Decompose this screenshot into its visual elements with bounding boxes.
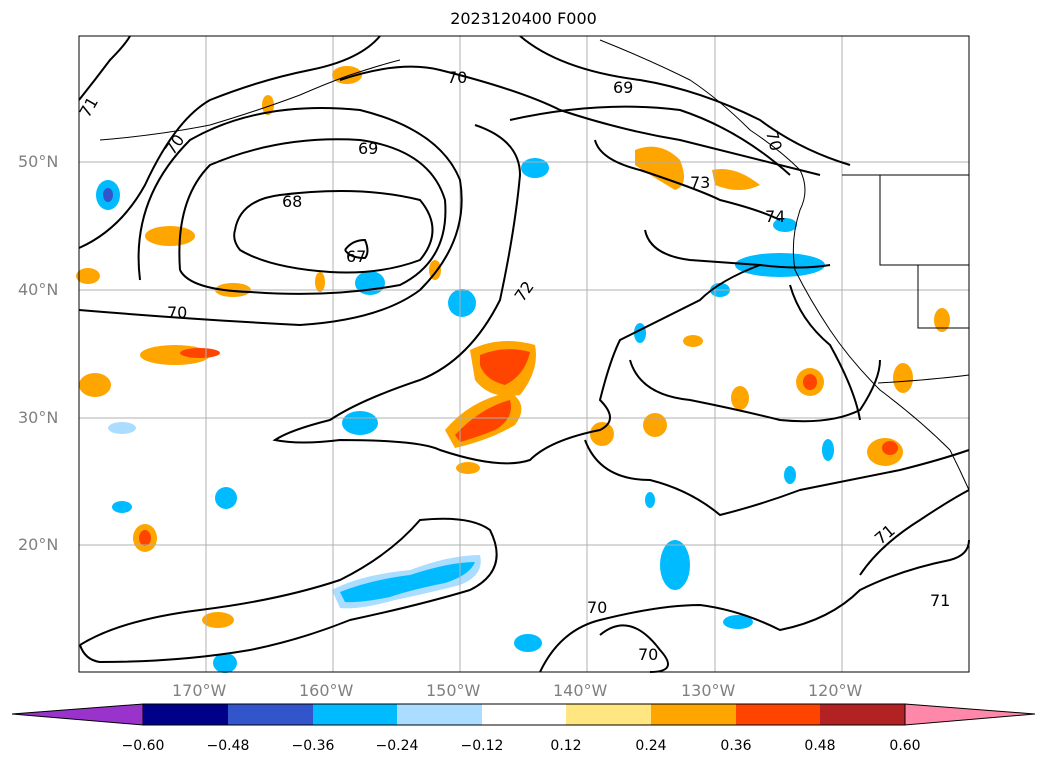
colorbar-bin xyxy=(397,704,482,725)
colorbar-bin xyxy=(228,704,313,725)
colorbar-bin xyxy=(651,704,736,725)
lat-label: 40°N xyxy=(18,280,59,299)
colorbar-tick: 0.36 xyxy=(720,738,752,754)
colorbar-bin xyxy=(566,704,651,725)
colorbar-bin xyxy=(143,704,228,725)
contour-label: 70 xyxy=(167,303,187,322)
contour-label: 70 xyxy=(587,598,607,617)
colorbar-bin xyxy=(482,704,566,725)
lon-label: 120°W xyxy=(808,681,863,700)
contour-label: 69 xyxy=(358,139,378,158)
colorbar-tick: −0.60 xyxy=(121,738,165,754)
contour-label: 68 xyxy=(282,192,302,211)
lat-label: 30°N xyxy=(18,408,59,427)
anomaly-fills xyxy=(76,66,950,673)
lon-label: 140°W xyxy=(553,681,608,700)
contour-label: 69 xyxy=(613,78,633,97)
colorbar xyxy=(11,703,1036,726)
colorbar-extend-high xyxy=(904,703,1036,726)
contour-label: 70 xyxy=(447,68,467,87)
contour-label: 73 xyxy=(690,173,710,192)
lon-label: 170°W xyxy=(172,681,227,700)
colorbar-tick: −0.24 xyxy=(375,738,419,754)
contour-label: 70 xyxy=(762,128,786,153)
colorbar-tick: 0.60 xyxy=(889,738,921,754)
lat-label: 20°N xyxy=(18,535,59,554)
coastlines xyxy=(99,39,970,491)
colorbar-tick: −0.36 xyxy=(291,738,335,754)
colorbar-bin xyxy=(313,704,397,725)
contour-label: 70 xyxy=(638,645,658,664)
lon-label: 130°W xyxy=(681,681,736,700)
contour-label: 67 xyxy=(346,247,366,266)
colorbar-tick: −0.48 xyxy=(206,738,250,754)
map-title: 2023120400 F000 xyxy=(450,9,597,28)
contour-label: 71 xyxy=(930,591,950,610)
graticule xyxy=(79,36,969,672)
colorbar-tick: −0.12 xyxy=(460,738,504,754)
colorbar-tick: 0.48 xyxy=(804,738,836,754)
colorbar-tick: 0.12 xyxy=(550,738,582,754)
lon-label: 160°W xyxy=(299,681,354,700)
lon-label: 150°W xyxy=(426,681,481,700)
colorbar-tick: 0.24 xyxy=(635,738,667,754)
lat-label: 50°N xyxy=(18,152,59,171)
colorbar-bin xyxy=(820,704,905,725)
colorbar-extend-low xyxy=(11,703,144,726)
contour-label: 74 xyxy=(765,207,785,226)
contour-lines xyxy=(78,35,970,673)
colorbar-bin xyxy=(736,704,820,725)
